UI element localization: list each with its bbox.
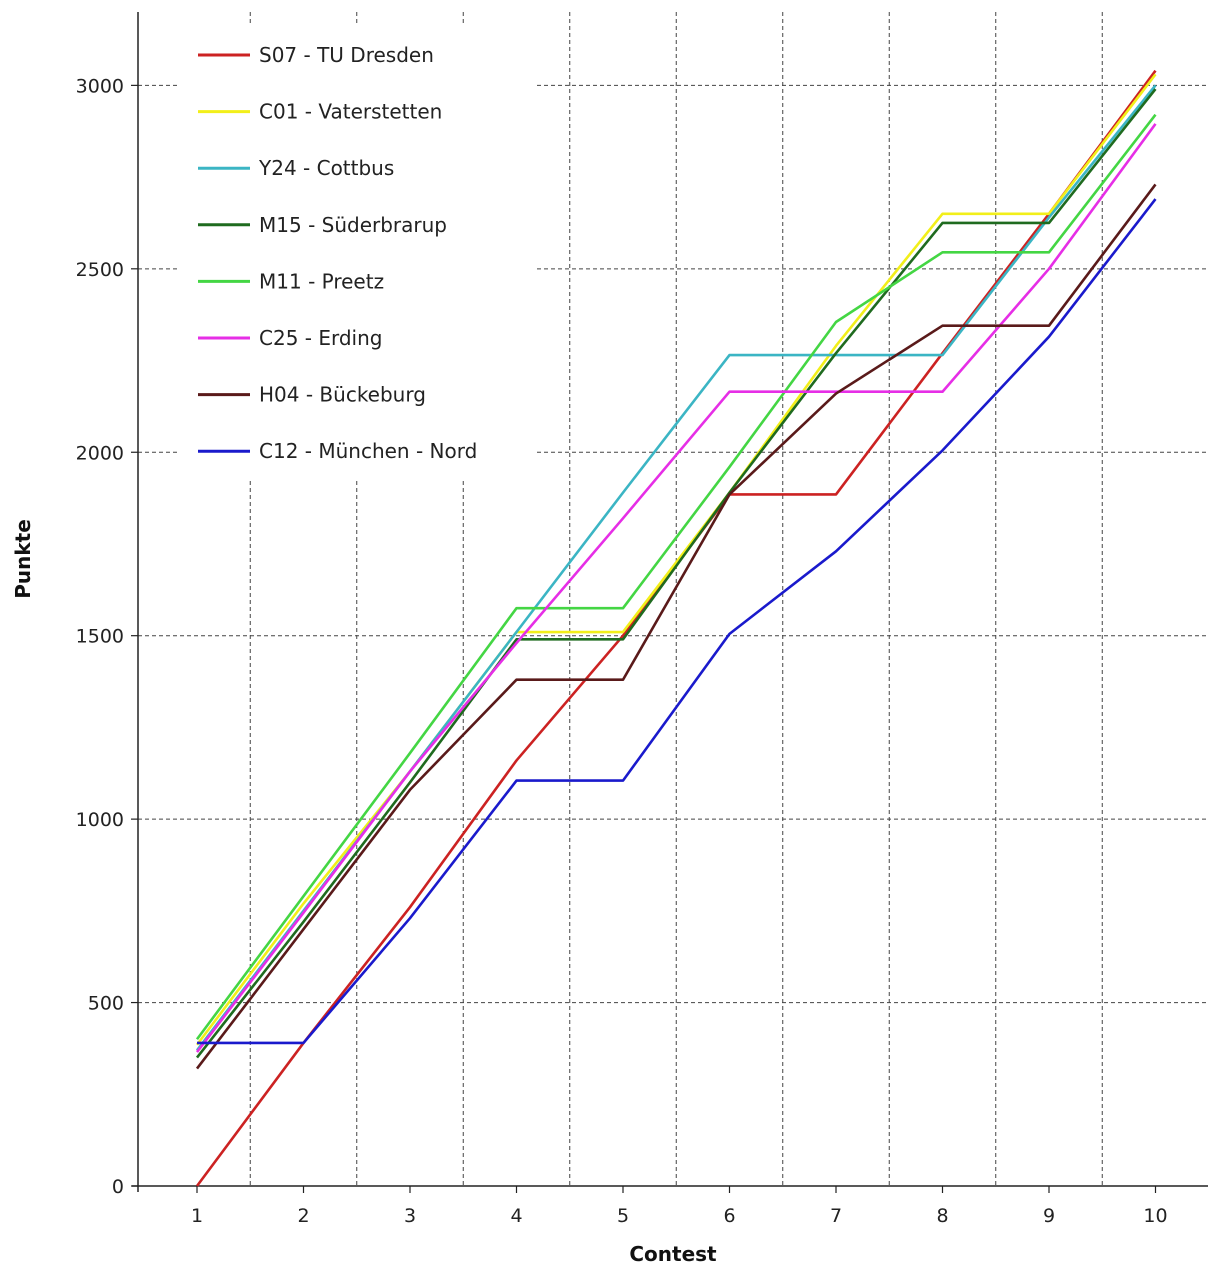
y-tick-label: 1500 <box>76 626 124 648</box>
legend-entry: M11 - Preetz <box>259 269 384 293</box>
x-tick-label: 7 <box>830 1205 842 1227</box>
x-tick-label: 2 <box>297 1205 309 1227</box>
x-tick-label: 10 <box>1143 1205 1167 1227</box>
x-tick-label: 3 <box>404 1205 416 1227</box>
series-line-8 <box>197 198 1157 1045</box>
legend-entry: C12 - München - Nord <box>259 439 477 463</box>
legend-entry: M15 - Süderbrarup <box>259 213 447 237</box>
legend-entry: S07 - TU Dresden <box>259 43 434 67</box>
legend-entry: Y24 - Cottbus <box>258 156 394 180</box>
y-tick-label: 2500 <box>76 259 124 281</box>
legend-entry: C25 - Erding <box>259 326 382 350</box>
y-tick-label: 500 <box>88 993 124 1015</box>
legend-background <box>178 24 536 481</box>
x-tick-label: 8 <box>936 1205 948 1227</box>
y-tick-label: 0 <box>112 1176 124 1198</box>
axes <box>132 12 1208 1192</box>
y-tick-label: 2000 <box>76 442 124 464</box>
series-line-5 <box>195 113 1157 1041</box>
legend-entry: H04 - Bückeburg <box>259 383 426 407</box>
y-tick-label: 1000 <box>76 809 124 831</box>
y-tick-label: 3000 <box>76 75 124 97</box>
x-tick-label: 9 <box>1043 1205 1055 1227</box>
legend-entry: C01 - Vaterstetten <box>259 100 442 124</box>
tick-labels: 0 500 1000 1500 2000 2500 3000 1 2 3 4 5 6 7 8 9 10 <box>76 75 1168 1227</box>
x-tick-label: 4 <box>510 1205 522 1227</box>
x-tick-label: 6 <box>723 1205 735 1227</box>
x-tick-label: 5 <box>617 1205 629 1227</box>
x-axis-label: Contest <box>629 1242 717 1266</box>
series-line-2 <box>195 73 1157 1046</box>
series-line-6 <box>195 123 1157 1053</box>
series-line-4 <box>195 88 1157 1059</box>
x-tick-label: 1 <box>191 1205 203 1227</box>
series-lines <box>195 69 1157 1187</box>
y-axis-label: Punkte <box>11 519 35 599</box>
legend: S07 - TU Dresden C01 - Vaterstetten Y24 - … <box>178 24 536 481</box>
series-line-7 <box>195 183 1157 1070</box>
